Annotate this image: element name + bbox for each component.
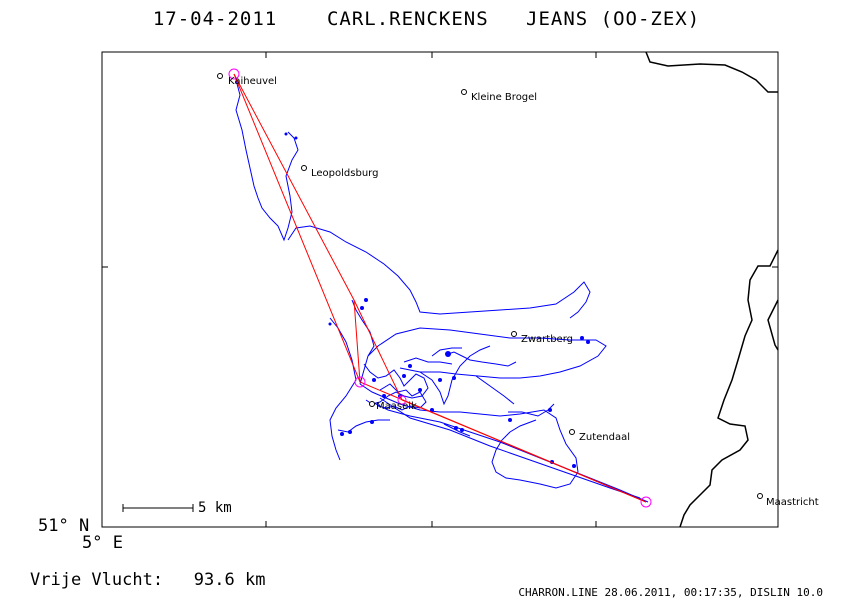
town-marker-maaseik [369, 401, 375, 407]
pilot-name: CARL.RENCKENS [326, 8, 489, 30]
town-marker-zwartberg [511, 331, 517, 337]
frame-ticks [102, 52, 778, 527]
town-label: Maaseik [376, 401, 417, 412]
turnpoint-2 [397, 395, 407, 405]
turnpoints [228, 68, 652, 508]
town-label: Kaiheuvel [228, 76, 277, 87]
glider-name: JEANS (OO-ZEX) [526, 8, 701, 30]
turnpoint-finish [640, 496, 652, 508]
town-label: Zwartberg [521, 334, 573, 345]
track-clusters [284, 132, 590, 468]
turnpoint-start [228, 68, 240, 80]
town-marker-kaiheuvel [217, 73, 223, 79]
latitude-label: 51° N [38, 516, 90, 536]
longitude-label: 5° E [82, 533, 123, 553]
scale-label: 5 km [198, 500, 232, 516]
distance-label: Vrije Vlucht: [30, 570, 164, 590]
town-marker-maastricht [757, 493, 763, 499]
task-lines [233, 73, 647, 503]
distance-readout: Vrije Vlucht: 93.6 km [30, 570, 265, 590]
flight-title: 17-04-2011 CARL.RENCKENS JEANS (OO-ZEX) [0, 8, 853, 30]
scale-bar [122, 504, 194, 512]
town-marker-kleine-brogel [461, 89, 467, 95]
town-labels: Kaiheuvel Kleine Brogel Leopoldsburg Zwa… [228, 76, 819, 508]
town-marker-leopoldsburg [301, 165, 307, 171]
turnpoint-1 [354, 376, 366, 388]
distance-value: 93.6 km [193, 570, 266, 590]
gps-track [235, 79, 649, 503]
flight-date: 17-04-2011 [152, 8, 278, 30]
town-label: Leopoldsburg [311, 168, 378, 179]
town-label: Kleine Brogel [471, 92, 537, 103]
town-markers [217, 73, 763, 499]
footer-info: CHARRON.LINE 28.06.2011, 00:17:35, DISLI… [518, 586, 823, 599]
town-label: Zutendaal [579, 432, 630, 443]
national-border [645, 51, 779, 528]
town-label: Maastricht [766, 497, 819, 508]
map-frame [101, 51, 779, 528]
town-marker-zutendaal [569, 429, 575, 435]
